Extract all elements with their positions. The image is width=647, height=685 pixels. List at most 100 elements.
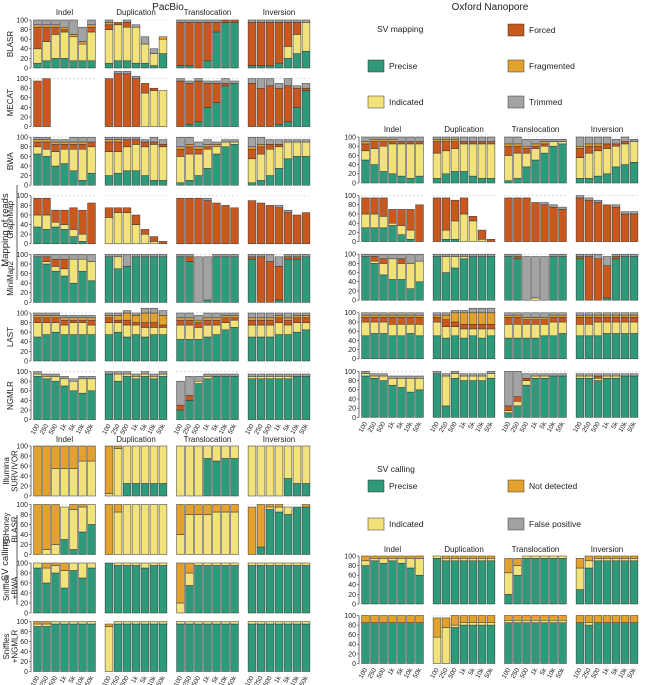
nanopore-mapping-block-0-0-bar-1-forced <box>370 141 379 149</box>
nanopore-mapping-block-0-3-bar-0-precise <box>575 178 585 184</box>
pacbio-mapping-block-2-0-bar-0-precise <box>33 153 42 186</box>
pacbio-mapping-block-2-0-bar-3-trimmed <box>60 139 69 143</box>
nanopore-mapping-block-0-1-bar-5-indicated <box>477 143 487 179</box>
nanopore-mapping-block-3-3-bar-6-trimmed <box>629 312 639 316</box>
pacbio-mapping-block-4-3-bar-6-precise <box>301 256 311 303</box>
pacbio-mapping-block-2-2-bar-3-forced <box>203 146 212 150</box>
pacbio-mapping-block-0-2-bar-3-precise <box>203 60 212 69</box>
pacbio-mapping-block-2-3-bar-0-indicated <box>247 158 257 184</box>
pacbio-calling-block-0-0-bar-5-not-detected <box>78 445 87 462</box>
nanopore-mapping-block-3-0-bar-3-forced <box>388 317 397 325</box>
nanopore-mapping-block-2-3-bar-3-precise <box>602 297 612 301</box>
nanopore-mapping-block-4-0-bar-2-indicated <box>379 375 388 381</box>
pacbio-mapping-block-5-0-bar-3-forced <box>60 319 69 326</box>
pacbio-mapping-block-4-0-bar-2-trimmed <box>51 254 60 260</box>
pacbio-mapping-block-2-0-bar-6-trimmed <box>87 136 96 143</box>
pacbio-calling-block-2-1-bar-5-indicated <box>149 562 159 566</box>
nanopore-mapping-block-0-1-bar-0-trimmed <box>432 136 442 140</box>
pacbio-calling-block-1-2-bar-0-indicated <box>176 534 185 555</box>
pacbio-calling-block-0-1-bar-5-precise <box>149 483 159 497</box>
y-tick-label-100: 100 <box>16 619 28 626</box>
nanopore-mapping-block-2-1-bar-1-precise <box>441 272 451 301</box>
pacbio-mapping-block-3-0-bar-3-forced <box>60 209 69 225</box>
pacbio-mapping-block-6-2-bar-2-trimmed <box>194 376 203 382</box>
nanopore-mapping-block-4-0-bar-4-indicated <box>397 378 406 388</box>
pacbio-mapping-block-4-1-bar-6-trimmed <box>158 254 168 258</box>
nanopore-mapping-block-0-1-bar-0-forced <box>432 141 442 154</box>
sv-type-header-duplication: Duplication <box>116 8 156 17</box>
pacbio-mapping-block-3-1-bar-1-indicated <box>113 212 123 245</box>
nanopore-calling-block-1-2-bar-2-not-detected <box>522 615 531 621</box>
pacbio-mapping-block-5-2-bar-0-precise <box>176 339 185 362</box>
nanopore-calling-block: Indel Duplication Translocation Inversion02… <box>344 545 639 680</box>
y-tick-label-20: 20 <box>20 349 28 356</box>
nanopore-mapping-block-3-3-bar-3-forced <box>602 317 612 323</box>
pacbio-mapping-block-2-1-bar-6-forced <box>158 144 168 148</box>
pacbio-mapping-block-2-0-bar-4-precise <box>69 170 78 186</box>
y-tick-label-100: 100 <box>16 560 28 567</box>
pacbio-calling-block-0-2-bar-2-indicated <box>194 445 203 497</box>
nanopore-calling-block-0-0-bar-2-precise <box>379 562 388 605</box>
nanopore-mapping-block-4-3-bar-4-precise <box>611 378 621 418</box>
nanopore-mapping-block-1-3-bar-2-trimmed <box>593 199 603 203</box>
pacbio-mapping-block-2-3-bar-6-indicated <box>301 141 311 157</box>
pacbio-mapping-block-4-0-bar-3-precise <box>60 275 69 303</box>
legend-swatch <box>507 23 525 37</box>
sv-type-header-indel: Indel <box>384 545 402 554</box>
nanopore-calling-block-0-1-bar-5-not-detected <box>477 555 487 559</box>
nanopore-mapping-block-1-1-bar-6-forced <box>486 239 496 242</box>
y-tick-label-60: 60 <box>20 522 28 529</box>
nanopore-mapping-block-4-2-bar-4-indicated <box>540 375 549 379</box>
x-tick-label-100: 100 <box>501 421 513 434</box>
pacbio-calling-block-3-2-bar-2-indicated <box>194 621 203 625</box>
nanopore-mapping-block-2-1-bar-5-precise <box>477 256 487 301</box>
nanopore-mapping-block-3-2-bar-0-trimmed <box>504 312 513 316</box>
x-tick-label-100: 100 <box>101 423 113 436</box>
x-tick-label-100: 100 <box>429 421 441 434</box>
tool-label: MiniMap2 <box>6 261 15 296</box>
pacbio-mapping-block-2-2-bar-0-trimmed <box>176 136 185 148</box>
y-tick-label-60: 60 <box>20 37 28 44</box>
nanopore-calling-block-1-2-bar-6-precise <box>558 622 567 664</box>
pacbio-calling-block-3-3-bar-1-indicated <box>256 621 266 625</box>
pacbio-mapping-block-5-2-bar-0-forced <box>176 319 185 326</box>
y-tick-label-80: 80 <box>20 512 28 519</box>
sv-type-header-duplication: Duplication <box>444 125 484 134</box>
y-tick-label-100: 100 <box>16 76 28 83</box>
nanopore-mapping-block-3-1-bar-2-fragmented <box>450 312 460 323</box>
nanopore-calling-block-0-1-bar-4-precise <box>468 560 478 605</box>
x-tick-label-50k: 50k <box>555 666 567 679</box>
nanopore-mapping-block-3-0-bar-4-indicated <box>397 324 406 337</box>
pacbio-mapping-block-5-1-bar-2-trimmed <box>122 310 132 314</box>
pacbio-mapping-block-6-1-bar-6-trimmed <box>158 371 168 375</box>
pacbio-mapping-block-1-2-bar-1-trimmed <box>185 80 194 84</box>
nanopore-mapping-block-4-1-bar-4-trimmed <box>468 373 478 377</box>
pacbio-mapping-block-0-1-bar-1-indicated <box>113 24 123 62</box>
nanopore-mapping-block-2-3-bar-3-trimmed <box>602 256 612 266</box>
pacbio-mapping-block-2-1-bar-1-forced <box>113 141 123 152</box>
pacbio-calling-block-0-0-bar-2-not-detected <box>51 445 60 469</box>
pacbio-mapping-block-3-2-bar-6-forced <box>230 207 239 245</box>
pacbio-mapping-block-2-2-bar-4-precise <box>212 153 221 186</box>
nanopore-mapping-block-1-2-bar-0-forced <box>504 197 513 242</box>
pacbio-mapping-block-2-3-bar-4-precise <box>283 158 293 186</box>
nanopore-mapping-block-1-3-bar-0-trimmed <box>575 195 585 199</box>
pacbio-calling-block-2-0-bar-4-indicated <box>69 562 78 571</box>
legend-swatch <box>367 59 385 73</box>
x-tick-label-500: 500 <box>119 423 131 436</box>
nanopore-calling-block-0-0-bar-6-precise <box>415 574 424 605</box>
nanopore-mapping-block-2-2-bar-5-precise <box>549 256 558 301</box>
pacbio-calling-block-2-0-bar-5-indicated <box>78 562 87 579</box>
pacbio-calling-block-2-3-bar-4-indicated <box>283 562 293 566</box>
nanopore-mapping-block-3-0-bar-3-trimmed <box>388 312 397 316</box>
nanopore-mapping-block-3-2-bar-0-indicated <box>504 324 513 339</box>
y-tick-label-60: 60 <box>20 639 28 646</box>
pacbio-mapping-block-1-2-bar-0-forced <box>176 80 185 127</box>
pacbio-mapping-block-4-0-bar-3-indicated <box>60 268 69 277</box>
nanopore-calling-block-0-2-bar-2-indicated <box>522 555 531 559</box>
pacbio-mapping-block-1-2-bar-5-precise <box>221 85 230 127</box>
y-tick-label-60: 60 <box>20 388 28 395</box>
x-tick-label-50k: 50k <box>483 420 495 433</box>
pacbio-mapping-block-5-2-bar-3-forced <box>203 319 212 326</box>
